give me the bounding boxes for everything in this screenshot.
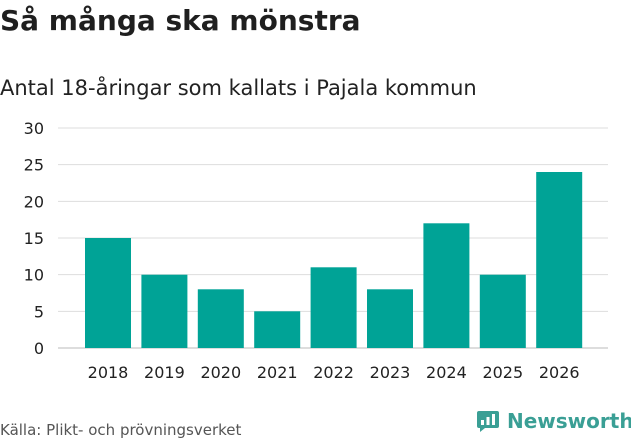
x-tick-label: 2024: [426, 363, 467, 382]
bar-2020: [197, 289, 244, 348]
x-tick-label: 2021: [257, 363, 298, 382]
bar-2022: [310, 267, 357, 348]
y-axis-ticks: 0 5 10 15 20 25 30: [24, 119, 44, 358]
x-tick-label: 2019: [144, 363, 185, 382]
chart-subtitle: Antal 18-åringar som kallats i Pajala ko…: [0, 76, 477, 100]
x-tick-label: 2026: [539, 363, 580, 382]
bars: [85, 172, 583, 348]
newsworthy-logo-icon: [477, 411, 499, 432]
y-tick-label: 25: [24, 156, 44, 175]
y-tick-label: 20: [24, 192, 44, 211]
source-note: Källa: Plikt- och prövningsverket: [0, 421, 242, 439]
y-tick-label: 30: [24, 119, 44, 138]
x-tick-label: 2023: [370, 363, 411, 382]
x-tick-label: 2022: [313, 363, 354, 382]
chart-title: Så många ska mönstra: [0, 4, 361, 37]
bar-2025: [479, 274, 526, 348]
y-tick-label: 0: [34, 339, 44, 358]
bar-2021: [254, 311, 301, 348]
y-tick-label: 10: [24, 266, 44, 285]
bar-2018: [85, 238, 131, 348]
bar-2024: [423, 223, 470, 348]
bar-2023: [367, 289, 413, 348]
brand-name: Newsworthy: [507, 409, 631, 433]
brand-logo: Newsworthy: [476, 407, 631, 435]
y-tick-label: 15: [24, 229, 44, 248]
x-tick-label: 2025: [482, 363, 523, 382]
bar-2019: [141, 274, 188, 348]
x-axis-ticks: 2018 2019 2020 2021 2022 2023 2024 2025 2026: [88, 363, 580, 382]
bar-2026: [536, 172, 583, 348]
x-tick-label: 2018: [88, 363, 129, 382]
x-tick-label: 2020: [200, 363, 241, 382]
y-tick-label: 5: [34, 302, 44, 321]
